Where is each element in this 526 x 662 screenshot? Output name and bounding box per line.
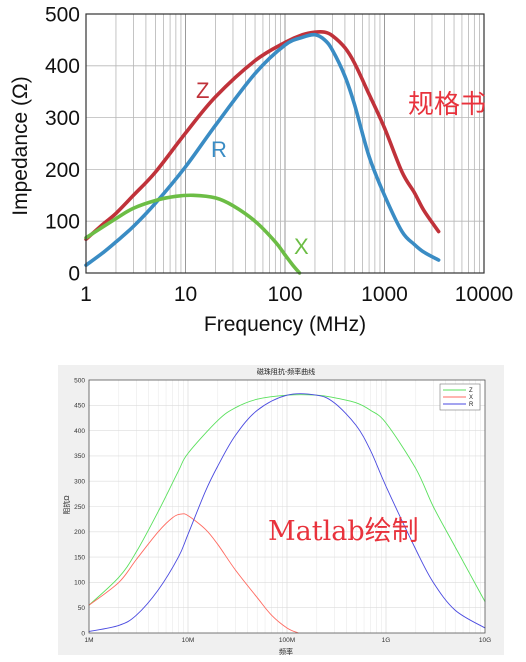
y-tick-label: 200 <box>74 529 85 536</box>
legend-label-r: R <box>469 402 474 408</box>
spec-sheet-annotation: 规格书 <box>408 90 487 120</box>
series-line-x <box>88 513 299 634</box>
bottom-chart-title: 磁珠阻抗-频率曲线 <box>257 367 315 376</box>
matlab-annotation: Matlab绘制 <box>268 516 419 547</box>
series-line-x <box>84 193 302 275</box>
y-tick-label: 400 <box>45 55 80 78</box>
legend-label-z: Z <box>469 388 473 394</box>
top-chart: 1 10 100 1000 10000 0 100 200 300 400 500 Z R X Freq… <box>9 3 513 336</box>
top-grid <box>85 14 484 273</box>
top-tick-labels: 1 10 100 1000 10000 0 100 200 300 400 500 <box>45 3 513 306</box>
x-tick-label: 10 <box>174 283 197 306</box>
y-tick-label: 300 <box>74 478 85 485</box>
series-label-z: Z <box>196 78 209 103</box>
bottom-x-axis-label: 频率 <box>279 647 293 656</box>
x-tick-label: 1M <box>84 637 93 644</box>
legend-label-x: X <box>469 395 473 401</box>
top-y-axis-label: Impedance (Ω) <box>9 76 32 215</box>
x-tick-label: 10M <box>182 637 195 644</box>
series-line-z <box>84 29 441 242</box>
x-tick-label: 10G <box>479 637 491 644</box>
bottom-grid <box>88 380 485 633</box>
y-tick-label: 150 <box>74 554 85 561</box>
bottom-plot-frame <box>88 379 486 634</box>
bottom-chart: 1M 10M 100M 1G 10G 0 50 100 150 200 250 300 350 400 45… <box>58 365 504 656</box>
y-tick-label: 50 <box>78 605 86 612</box>
y-tick-label: 450 <box>74 403 85 410</box>
y-tick-label: 500 <box>45 3 80 26</box>
series-line-r <box>88 393 486 632</box>
bottom-tick-labels: 1M 10M 100M 1G 10G 0 50 100 150 200 250 300 350 400 45… <box>74 377 491 644</box>
x-tick-label: 1 <box>80 283 92 306</box>
y-tick-label: 200 <box>45 159 80 182</box>
top-plot-frame <box>85 13 485 274</box>
top-x-axis-label: Frequency (MHz) <box>204 313 366 336</box>
top-series-lines <box>84 29 441 275</box>
y-tick-label: 0 <box>68 262 80 285</box>
y-tick-label: 500 <box>74 377 85 384</box>
y-tick-label: 100 <box>45 211 80 234</box>
top-series-labels: Z R X <box>196 78 309 259</box>
x-tick-label: 10000 <box>455 283 513 306</box>
x-tick-label: 1G <box>382 637 391 644</box>
y-tick-label: 0 <box>81 630 85 637</box>
bottom-series-lines <box>88 393 486 634</box>
y-tick-label: 400 <box>74 428 85 435</box>
y-tick-label: 250 <box>74 504 85 511</box>
x-tick-label: 1000 <box>361 283 408 306</box>
y-tick-label: 350 <box>74 453 85 460</box>
y-tick-label: 100 <box>74 580 85 587</box>
series-label-r: R <box>211 137 227 162</box>
x-tick-label: 100 <box>267 283 302 306</box>
x-tick-label: 100M <box>279 637 295 644</box>
series-label-x: X <box>294 234 309 259</box>
y-tick-label: 300 <box>45 107 80 130</box>
bottom-y-axis-label: 阻抗Ω <box>62 495 71 514</box>
series-line-r <box>84 32 441 268</box>
bottom-legend: ZXR <box>439 383 481 411</box>
